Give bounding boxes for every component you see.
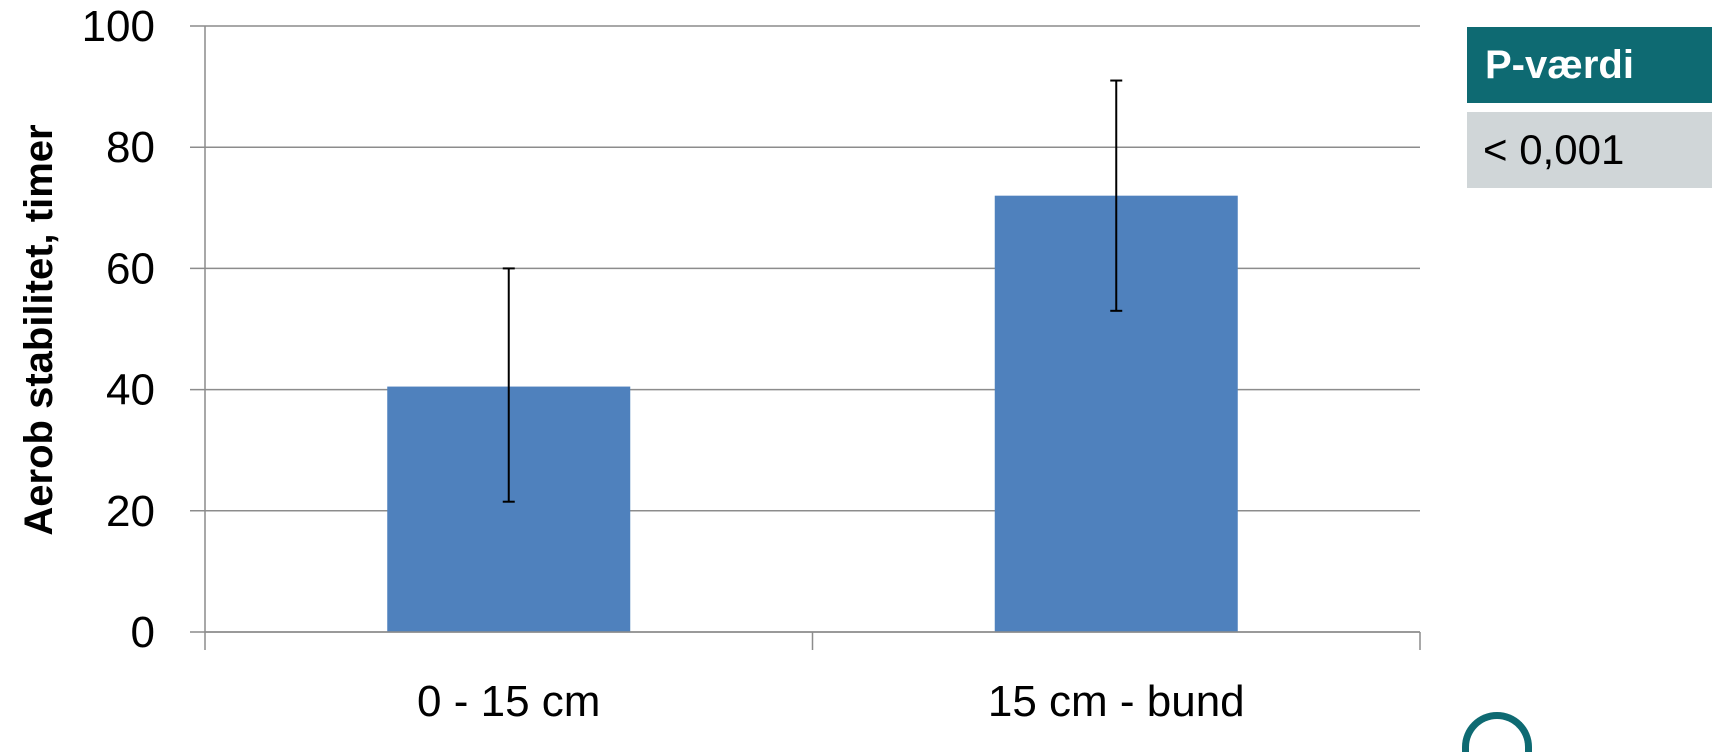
- y-tick-label: 20: [106, 487, 155, 536]
- y-tick-label: 60: [106, 244, 155, 293]
- bar-chart: 0 20 40 60 80 100 0 - 15 cm 15 cm - bund Aerob…: [17, 2, 1421, 723]
- pvalue-value: < 0,001: [1467, 112, 1712, 188]
- y-tick-label: 80: [106, 123, 155, 172]
- x-tick-label: 15 cm - bund: [988, 677, 1245, 723]
- y-axis-title: Aerob stabilitet, timer: [17, 124, 61, 535]
- y-tick-label: 100: [82, 2, 155, 51]
- x-tick-labels: 0 - 15 cm 15 cm - bund: [417, 677, 1245, 723]
- x-tick-label: 0 - 15 cm: [417, 677, 600, 723]
- y-tick-label: 0: [131, 608, 155, 657]
- error-bars: [502, 79, 1123, 503]
- bars: [387, 195, 1238, 632]
- y-tick-label: 40: [106, 366, 155, 415]
- y-tick-labels: 0 20 40 60 80 100: [82, 2, 155, 657]
- axes: [204, 26, 1421, 650]
- pvalue-header: P-værdi: [1467, 27, 1712, 103]
